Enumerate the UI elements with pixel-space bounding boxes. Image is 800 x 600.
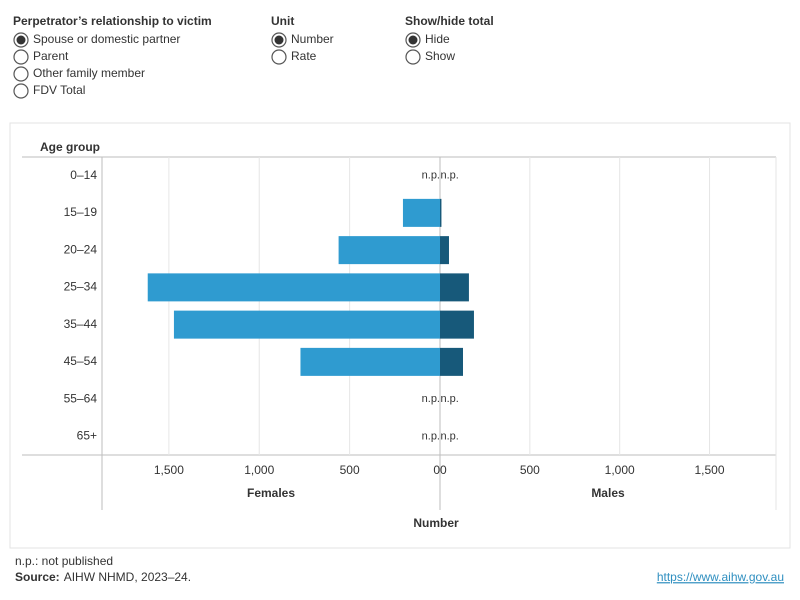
radio-circle — [271, 49, 287, 65]
x-tick-label: 1,000 — [605, 463, 635, 477]
value-label: n.p. — [441, 393, 459, 405]
radio-label[interactable]: Other family member — [33, 66, 145, 80]
y-tick-label: 65+ — [77, 429, 97, 443]
radio-label[interactable]: Rate — [291, 49, 317, 63]
radio-dot — [274, 35, 284, 45]
radio-option[interactable]: Number — [271, 32, 334, 48]
y-tick-label: 45–54 — [64, 354, 98, 368]
radio-circle — [405, 49, 421, 65]
x-tick-label: 0 — [433, 463, 440, 477]
footnote: n.p.: not published — [15, 554, 113, 568]
radio-label[interactable]: Parent — [33, 49, 69, 63]
radio-option[interactable]: Spouse or domestic partner — [13, 32, 180, 48]
radio-circle — [13, 83, 29, 99]
control-title: Unit — [271, 14, 294, 28]
value-label: n.p. — [422, 170, 440, 182]
radio-label[interactable]: FDV Total — [33, 83, 85, 97]
radio-label[interactable]: Show — [425, 49, 455, 63]
y-axis-title: Age group — [40, 140, 100, 154]
radio-label[interactable]: Spouse or domestic partner — [33, 32, 180, 46]
bar — [300, 347, 440, 376]
radio-dot — [16, 35, 26, 45]
bar — [440, 273, 469, 302]
bar — [173, 310, 440, 339]
x-axis-title: Number — [413, 516, 459, 530]
y-tick-label: 25–34 — [64, 280, 98, 294]
source-label: Source: — [15, 570, 60, 584]
radio-label[interactable]: Hide — [425, 32, 450, 46]
value-label: n.p. — [441, 430, 459, 442]
y-tick-label: 0–14 — [70, 168, 97, 182]
bar — [440, 310, 474, 339]
panel-title: Females — [247, 486, 295, 500]
y-tick-label: 15–19 — [64, 205, 98, 219]
value-label: n.p. — [422, 430, 440, 442]
source-link[interactable]: https://www.aihw.gov.au — [657, 570, 784, 584]
y-tick-label: 35–44 — [64, 317, 98, 331]
radio-circle — [13, 49, 29, 65]
control-title: Show/hide total — [405, 14, 494, 28]
radio-dot — [408, 35, 418, 45]
y-tick-label: 55–64 — [64, 391, 98, 405]
value-label: n.p. — [441, 170, 459, 182]
bar — [147, 273, 440, 302]
bar — [440, 198, 442, 227]
panel-title: Males — [591, 486, 625, 500]
radio-label[interactable]: Number — [291, 32, 334, 46]
bar — [402, 198, 440, 227]
bar — [440, 236, 449, 265]
source: Source: AIHW NHMD, 2023–24. — [15, 570, 191, 584]
x-tick-label: 500 — [340, 463, 360, 477]
y-tick-label: 20–24 — [64, 242, 98, 256]
radio-option[interactable]: Rate — [271, 49, 317, 65]
x-tick-label: 1,500 — [154, 463, 184, 477]
value-label: n.p. — [422, 393, 440, 405]
radio-option[interactable]: FDV Total — [13, 83, 85, 99]
radio-circle — [13, 66, 29, 82]
x-tick-label: 1,000 — [244, 463, 274, 477]
radio-option[interactable]: Other family member — [13, 66, 145, 82]
radio-option[interactable]: Show — [405, 49, 455, 65]
bar — [338, 236, 440, 265]
radio-option[interactable]: Hide — [405, 32, 450, 48]
chart-frame — [9, 122, 791, 549]
source-text: AIHW NHMD, 2023–24. — [64, 570, 191, 584]
x-tick-label: 0 — [440, 463, 447, 477]
x-tick-label: 500 — [520, 463, 540, 477]
x-tick-label: 1,500 — [695, 463, 725, 477]
radio-option[interactable]: Parent — [13, 49, 69, 65]
control-title: Perpetrator’s relationship to victim — [13, 14, 212, 28]
bar — [440, 347, 463, 376]
